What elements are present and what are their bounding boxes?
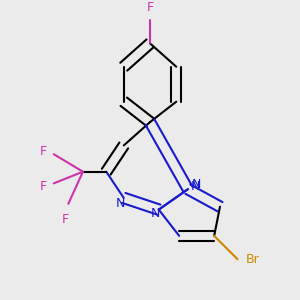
- Text: N: N: [190, 180, 200, 193]
- Text: Br: Br: [246, 253, 260, 266]
- Text: F: F: [62, 212, 69, 226]
- Text: N: N: [192, 178, 201, 191]
- Text: N: N: [151, 208, 160, 220]
- Text: F: F: [146, 1, 154, 14]
- Text: F: F: [39, 145, 46, 158]
- Text: F: F: [39, 180, 46, 193]
- Text: N: N: [116, 197, 125, 210]
